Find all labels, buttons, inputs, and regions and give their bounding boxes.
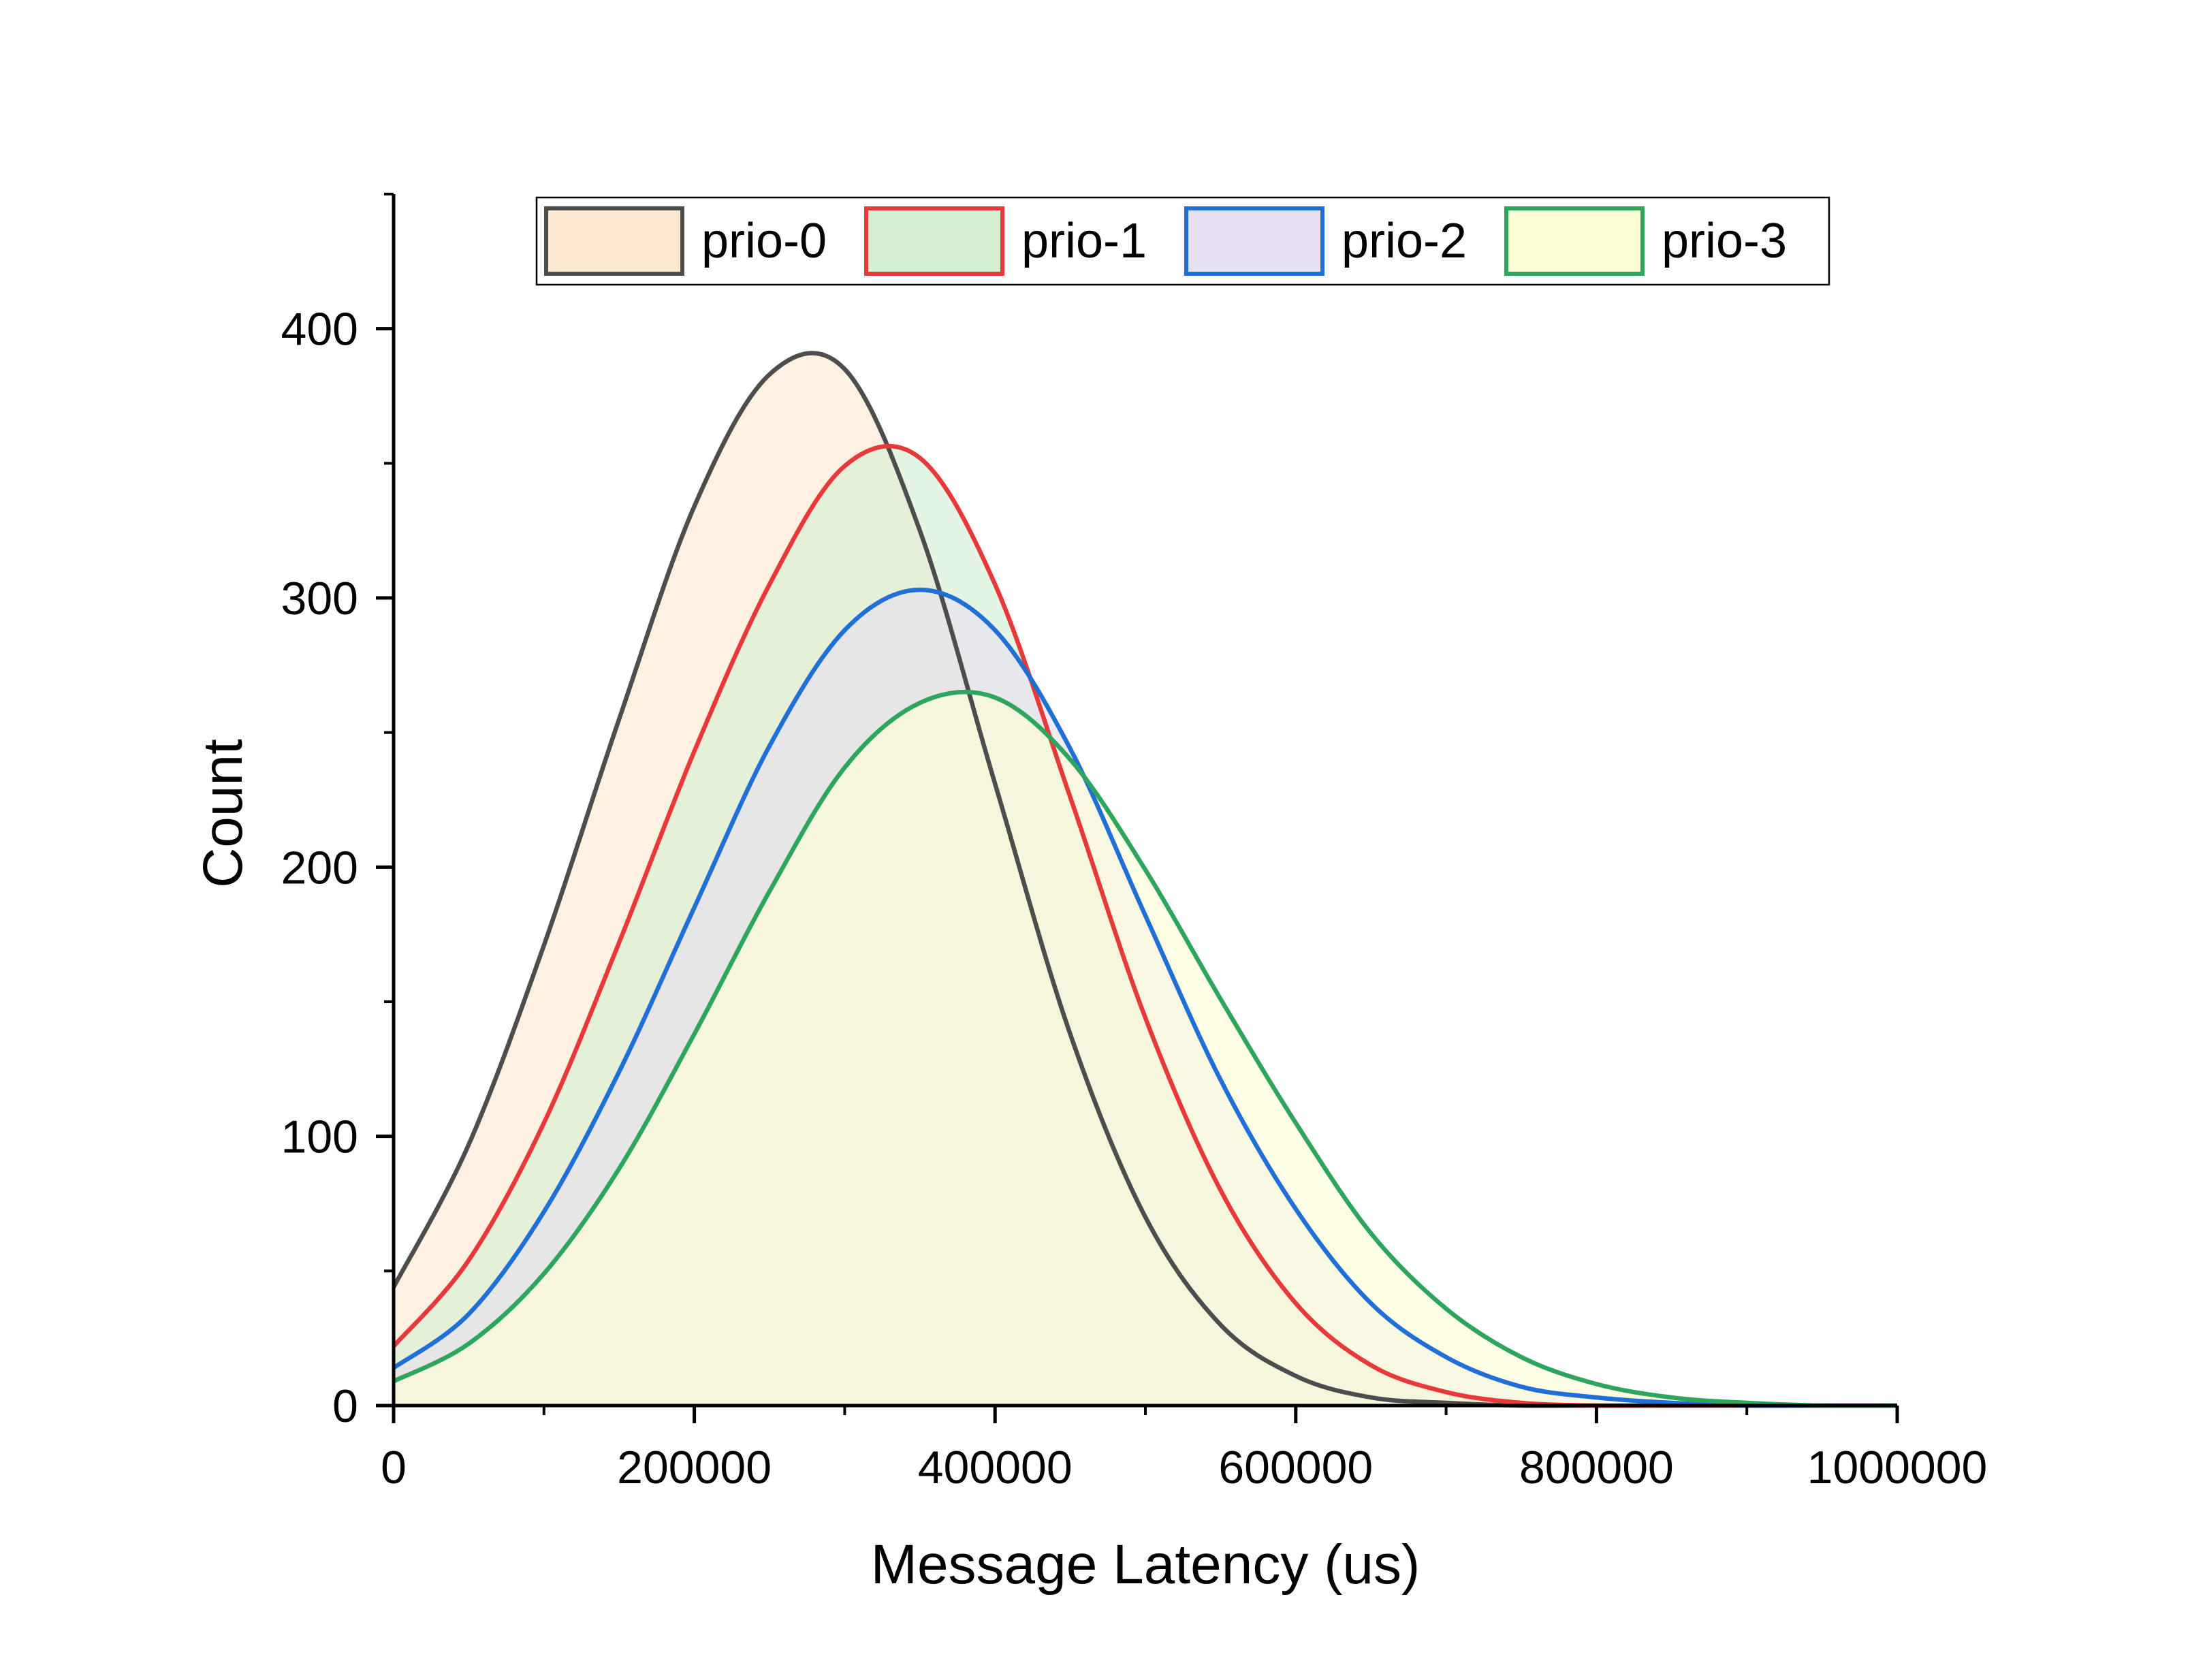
legend-swatch-prio-2 [1184,206,1324,276]
legend-swatch-prio-3 [1504,206,1645,276]
x-tick-label: 200000 [617,1442,772,1493]
x-tick-label: 0 [381,1442,407,1493]
legend: prio-0 prio-1 prio-2 prio-3 [535,196,1830,286]
legend-label-prio-3: prio-3 [1662,214,1787,268]
x-tick-label: 1000000 [1807,1442,1988,1493]
x-tick-label: 400000 [918,1442,1073,1493]
axis-ticks: 0 200000 400000 600000 800000 1000000 0 100 200 3… [281,193,1988,1493]
legend-label-prio-1: prio-1 [1021,214,1147,268]
legend-swatch-prio-1 [864,206,1004,276]
legend-label-prio-2: prio-2 [1342,214,1467,268]
y-tick-label: 400 [281,304,358,355]
x-tick-label: 600000 [1218,1442,1373,1493]
legend-swatch-prio-0 [544,206,684,276]
y-tick-label: 300 [281,573,358,624]
x-axis-label: Message Latency (us) [871,1534,1421,1596]
series-area-prio-3 [394,692,1897,1406]
series-line-prio-2 [392,587,1897,1408]
y-tick-label: 100 [281,1111,358,1163]
series-fills [394,353,1897,1406]
legend-label-prio-0: prio-0 [701,214,827,268]
y-tick-label: 0 [332,1380,358,1432]
series-line-prio-3 [392,689,1898,1408]
y-tick-label: 200 [281,842,358,893]
x-tick-label: 800000 [1519,1442,1674,1493]
y-axis-label: Count [192,739,254,888]
